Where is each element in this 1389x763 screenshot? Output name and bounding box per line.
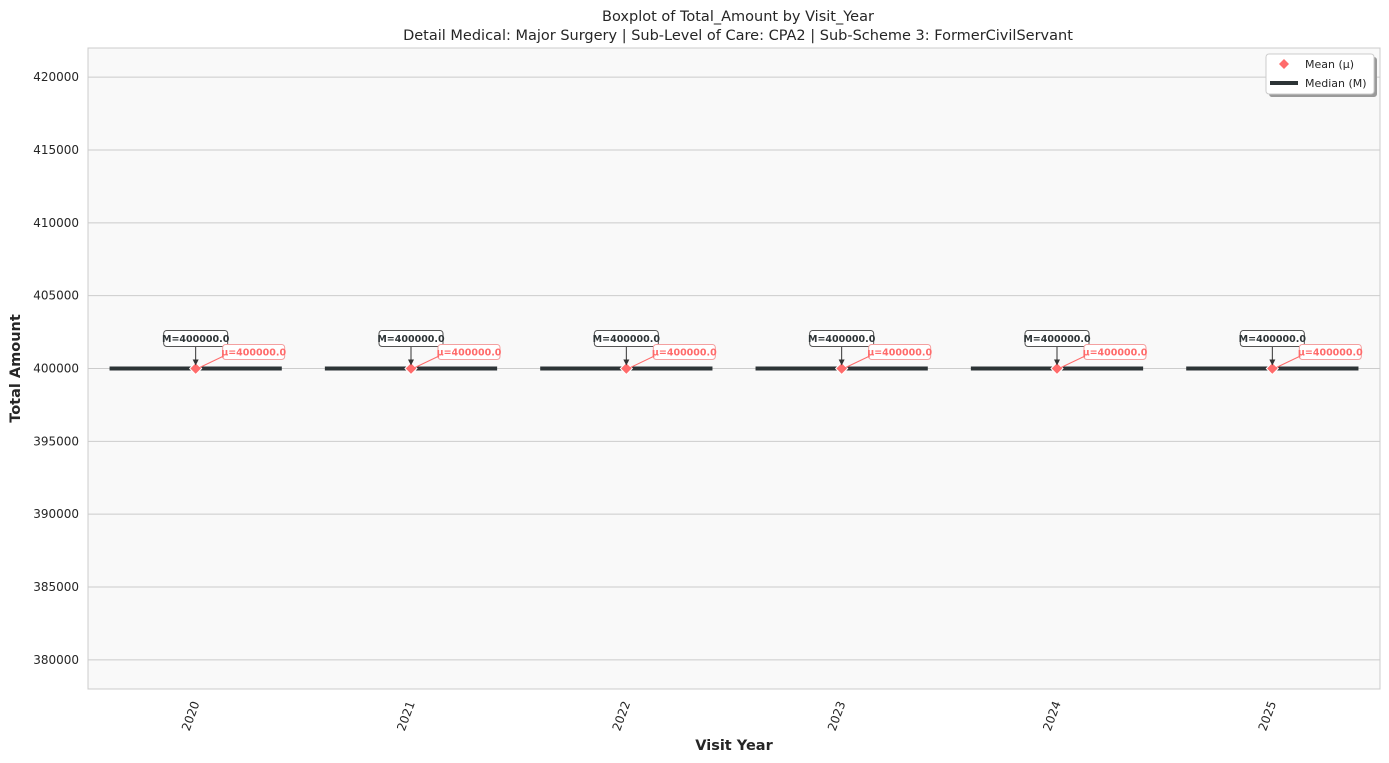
median-annotation-box [163,330,229,347]
median-annotation-box [1239,330,1305,347]
y-tick-label: 405000 [33,289,79,303]
mean-marker [834,361,849,376]
mean-arrow [199,356,223,368]
median-annotation-box [593,330,659,347]
mean-marker [1050,361,1064,376]
median-arrowhead [1054,359,1060,366]
y-tick-label: 420000 [33,70,79,84]
mean-annotation-box [868,344,932,360]
legend-median-label: Median (M) [1305,77,1367,90]
median-annotation-box [809,330,875,347]
median-arrowhead [838,359,845,366]
mean-arrow [845,356,869,368]
mean-annotation-box [222,344,286,360]
chart-subtitle: Detail Medical: Major Surgery | Sub-Leve… [403,28,1073,44]
mean-annotation-box [1298,344,1362,360]
mean-annotation: μ=400000.0 [221,348,286,359]
mean-annotation-box [1083,344,1147,360]
legend-mean-marker [1279,59,1289,69]
y-axis-label: Total Amount [8,314,24,423]
y-tick-label: 410000 [33,216,79,230]
mean-annotation: μ=400000.0 [1298,348,1363,359]
median-annotation: M=400000.0 [593,334,661,345]
median-annotation: M=400000.0 [1023,334,1091,345]
mean-marker [404,361,418,376]
y-tick-label: 385000 [33,580,79,594]
median-arrowhead [623,359,630,366]
mean-arrow [1060,356,1085,368]
median-annotation: M=400000.0 [377,334,445,345]
median-annotation: M=400000.0 [1239,334,1307,345]
plot-border [87,47,1381,690]
x-tick-label: 2023 [825,699,849,732]
mean-arrow [414,356,439,368]
legend: Mean (μ) Median (M) [1265,53,1377,97]
median-arrowhead [408,359,414,366]
median-annotation-box [378,330,444,347]
y-tick-label: 395000 [33,434,79,448]
median-arrowhead [1269,359,1276,366]
x-axis-label: Visit Year [695,738,773,754]
median-annotation: M=400000.0 [808,334,876,345]
x-axis-ticks: 2020 2021 2022 2023 2024 2025 [179,699,1279,732]
mean-marker [188,361,203,376]
y-axis-ticks: 380000 385000 390000 395000 400000 405000 4100… [33,70,79,667]
y-tick-label: 380000 [33,653,79,667]
mean-annotation-box [437,344,501,360]
data-marks: M=400000.0 μ=400000.0 M=400000.0 μ=400000.0… [109,330,1363,376]
mean-marker [1265,361,1280,376]
median-annotation-box [1024,330,1090,347]
mean-arrow [1276,356,1300,368]
x-tick-label: 2022 [610,699,634,732]
mean-annotation: μ=400000.0 [437,348,502,359]
y-tick-label: 390000 [33,507,79,521]
y-tick-label: 415000 [33,143,79,157]
mean-arrow [630,356,654,368]
mean-annotation: μ=400000.0 [867,348,932,359]
x-tick-label: 2025 [1256,699,1280,732]
x-tick-label: 2021 [394,699,418,732]
mean-marker [619,361,634,376]
median-annotation: M=400000.0 [162,334,230,345]
legend-mean-label: Mean (μ) [1305,58,1354,71]
grid-lines [88,76,1380,661]
y-tick-label: 400000 [33,362,79,376]
mean-annotation: μ=400000.0 [1083,348,1148,359]
chart-title: Boxplot of Total_Amount by Visit_Year [602,9,874,25]
mean-annotation: μ=400000.0 [652,348,717,359]
x-tick-label: 2024 [1040,699,1064,732]
mean-annotation-box [652,344,716,360]
x-tick-label: 2020 [179,699,203,732]
median-arrowhead [192,359,199,366]
